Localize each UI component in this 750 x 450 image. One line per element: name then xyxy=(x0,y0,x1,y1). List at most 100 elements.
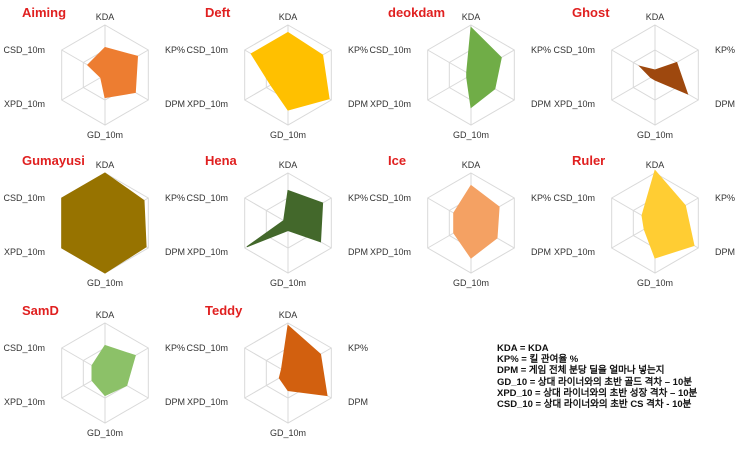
axis-label-kda: KDA xyxy=(96,12,115,22)
axis-label-gd10m: GD_10m xyxy=(453,130,489,140)
grid-spoke xyxy=(427,49,472,76)
player-name-deft: Deft xyxy=(205,5,231,20)
axis-label-csd10m: CSD_10m xyxy=(3,193,45,203)
radar-area-gumayusi xyxy=(61,172,147,274)
grid-spoke xyxy=(427,74,472,101)
radar-chart-ghost: KDA KP% DPM GD_10m XPD_10m CSD_10m Ghost xyxy=(553,5,735,140)
radar-chart-aiming: KDA KP% DPM GD_10m XPD_10m CSD_10m Aiming xyxy=(3,5,185,140)
axis-label-dpm: DPM xyxy=(348,247,368,257)
axis-label-xpd10m: XPD_10m xyxy=(187,247,228,257)
axis-label-gd10m: GD_10m xyxy=(87,428,123,438)
legend-line-xpd: XPD_10 = 상대 라이너와의 초반 성장 격차 – 10분 xyxy=(497,387,698,399)
axis-label-kda: KDA xyxy=(279,160,298,170)
axis-label-dpm: DPM xyxy=(165,247,185,257)
axis-label-kda: KDA xyxy=(279,12,298,22)
axis-label-gd10m: GD_10m xyxy=(453,278,489,288)
axis-label-kda: KDA xyxy=(96,160,115,170)
axis-label-kp: KP% xyxy=(165,193,185,203)
axis-label-kda: KDA xyxy=(646,160,665,170)
axis-label-csd10m: CSD_10m xyxy=(369,193,411,203)
axis-label-dpm: DPM xyxy=(165,397,185,407)
radar-chart-deokdam: KDA KP% DPM GD_10m XPD_10m CSD_10m deokdam xyxy=(369,5,551,140)
axis-label-kp: KP% xyxy=(165,343,185,353)
axis-label-dpm: DPM xyxy=(531,247,551,257)
axis-label-csd10m: CSD_10m xyxy=(186,193,228,203)
axis-label-gd10m: GD_10m xyxy=(87,130,123,140)
axis-label-kp: KP% xyxy=(348,193,368,203)
axis-label-gd10m: GD_10m xyxy=(637,130,673,140)
axis-label-csd10m: CSD_10m xyxy=(369,45,411,55)
radar-area-deokdam xyxy=(466,26,502,109)
grid-spoke xyxy=(244,197,289,224)
player-name-ruler: Ruler xyxy=(572,153,605,168)
axis-label-kda: KDA xyxy=(462,160,481,170)
radar-chart-hena: KDA KP% DPM GD_10m XPD_10m CSD_10m Hena xyxy=(186,153,368,288)
axis-label-gd10m: GD_10m xyxy=(637,278,673,288)
axis-label-csd10m: CSD_10m xyxy=(553,193,595,203)
player-name-gumayusi: Gumayusi xyxy=(22,153,85,168)
axis-label-gd10m: GD_10m xyxy=(87,278,123,288)
player-name-aiming: Aiming xyxy=(22,5,66,20)
axis-label-dpm: DPM xyxy=(715,247,735,257)
axis-label-kp: KP% xyxy=(715,45,735,55)
axis-label-xpd10m: XPD_10m xyxy=(187,99,228,109)
axis-label-kda: KDA xyxy=(462,12,481,22)
axis-label-xpd10m: XPD_10m xyxy=(4,397,45,407)
axis-label-gd10m: GD_10m xyxy=(270,130,306,140)
player-name-ice: Ice xyxy=(388,153,406,168)
axis-label-dpm: DPM xyxy=(531,99,551,109)
axis-label-kp: KP% xyxy=(348,45,368,55)
axis-label-kda: KDA xyxy=(646,12,665,22)
axis-label-kp: KP% xyxy=(531,193,551,203)
axis-label-kp: KP% xyxy=(348,343,368,353)
axis-label-xpd10m: XPD_10m xyxy=(4,99,45,109)
radar-chart-teddy: KDA KP% DPM GD_10m XPD_10m CSD_10m Teddy xyxy=(186,303,368,438)
axis-label-xpd10m: XPD_10m xyxy=(370,247,411,257)
radar-area-teddy xyxy=(278,324,328,397)
radar-chart-deft: KDA KP% DPM GD_10m XPD_10m CSD_10m Deft xyxy=(186,5,368,140)
player-name-deokdam: deokdam xyxy=(388,5,445,20)
grid-spoke xyxy=(244,347,289,374)
radar-area-samd xyxy=(91,344,136,397)
radar-chart-ice: KDA KP% DPM GD_10m XPD_10m CSD_10m Ice xyxy=(369,153,551,288)
radar-area-hena xyxy=(246,189,324,248)
grid-spoke xyxy=(61,74,106,101)
radar-area-ruler xyxy=(641,169,695,259)
axis-label-kp: KP% xyxy=(715,193,735,203)
radar-chart-gumayusi: KDA KP% DPM GD_10m XPD_10m CSD_10m Gumayusi xyxy=(3,153,185,288)
axis-label-xpd10m: XPD_10m xyxy=(554,247,595,257)
axis-label-csd10m: CSD_10m xyxy=(186,45,228,55)
metric-legend: KDA = KDA KP% = 킬 관여율 % DPM = 게임 전체 분당 딜… xyxy=(497,343,697,410)
axis-label-dpm: DPM xyxy=(165,99,185,109)
player-name-samd: SamD xyxy=(22,303,59,318)
axis-label-kda: KDA xyxy=(96,310,115,320)
axis-label-kda: KDA xyxy=(279,310,298,320)
radar-area-ice xyxy=(453,184,500,259)
player-name-ghost: Ghost xyxy=(572,5,610,20)
axis-label-xpd10m: XPD_10m xyxy=(370,99,411,109)
legend-line-kda: KDA = KDA xyxy=(497,343,549,354)
axis-label-csd10m: CSD_10m xyxy=(3,343,45,353)
radar-chart-ruler: KDA KP% DPM GD_10m XPD_10m CSD_10m Ruler xyxy=(553,153,735,288)
legend-line-gd: GD_10 = 상대 라이너와의 초반 골드 격차 – 10분 xyxy=(497,376,692,388)
legend-line-csd: CSD_10 = 상대 라이너와의 초반 CS 격차 - 10분 xyxy=(497,399,692,411)
axis-label-gd10m: GD_10m xyxy=(270,428,306,438)
axis-label-xpd10m: XPD_10m xyxy=(554,99,595,109)
legend-line-kp: KP% = 킬 관여율 % xyxy=(497,354,579,366)
axis-label-csd10m: CSD_10m xyxy=(186,343,228,353)
radar-area-ghost xyxy=(638,61,689,95)
axis-label-csd10m: CSD_10m xyxy=(553,45,595,55)
radar-chart-samd: KDA KP% DPM GD_10m XPD_10m CSD_10m SamD xyxy=(3,303,185,438)
player-name-hena: Hena xyxy=(205,153,238,168)
axis-label-xpd10m: XPD_10m xyxy=(187,397,228,407)
axis-label-gd10m: GD_10m xyxy=(270,278,306,288)
radar-area-deft xyxy=(250,31,330,111)
radar-area-aiming xyxy=(86,46,139,99)
grid-spoke xyxy=(611,74,656,101)
axis-label-kp: KP% xyxy=(531,45,551,55)
axis-label-kp: KP% xyxy=(165,45,185,55)
legend-line-dpm: DPM = 게임 전체 분당 딜을 얼마나 넣는지 xyxy=(497,365,665,377)
axis-label-dpm: DPM xyxy=(348,397,368,407)
axis-label-xpd10m: XPD_10m xyxy=(4,247,45,257)
